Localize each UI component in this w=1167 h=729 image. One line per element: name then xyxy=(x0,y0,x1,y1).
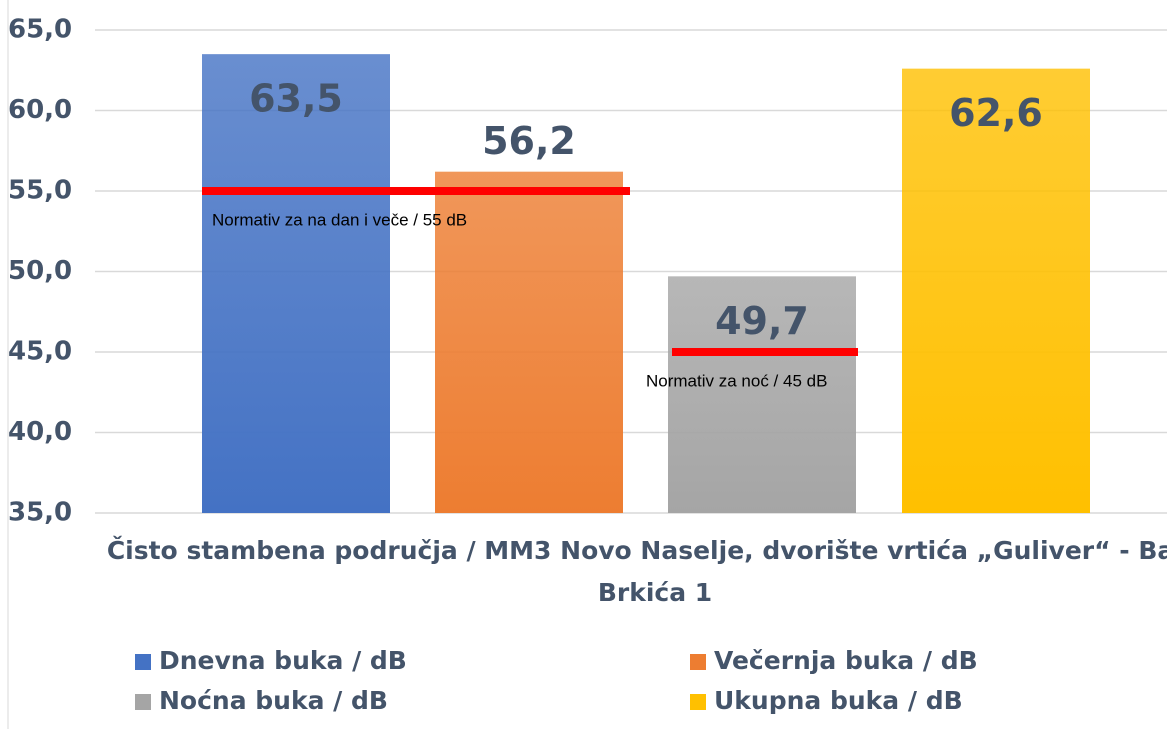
legend-swatch xyxy=(690,654,706,670)
reference-label: Normativ za noć / 45 dB xyxy=(646,371,827,390)
legend-label: Večernja buka / dB xyxy=(714,646,978,675)
y-tick-label: 60,0 xyxy=(8,95,72,125)
y-tick-label: 35,0 xyxy=(8,498,72,528)
bar xyxy=(902,68,1090,513)
category-label: Čisto stambena područja / MM3 Novo Nasel… xyxy=(106,536,1167,607)
bar xyxy=(668,276,856,513)
reference-label: Normativ za na dan i veče / 55 dB xyxy=(212,210,467,229)
data-label: 63,5 xyxy=(249,77,343,121)
y-tick-label: 50,0 xyxy=(8,256,72,286)
y-tick-label: 45,0 xyxy=(8,337,72,367)
data-label: 62,6 xyxy=(949,91,1043,135)
legend-swatch xyxy=(690,694,706,710)
bar xyxy=(435,171,623,513)
data-label: 56,2 xyxy=(482,119,576,163)
y-tick-label: 55,0 xyxy=(8,176,72,206)
y-tick-label: 65,0 xyxy=(8,15,72,45)
bar xyxy=(202,54,390,514)
legend-swatch xyxy=(135,694,151,710)
data-label: 49,7 xyxy=(715,299,809,343)
legend-label: Dnevna buka / dB xyxy=(159,646,407,675)
legend-swatch xyxy=(135,654,151,670)
y-tick-label: 40,0 xyxy=(8,417,72,447)
legend-label: Ukupna buka / dB xyxy=(714,686,963,715)
legend-label: Noćna buka / dB xyxy=(159,686,388,715)
